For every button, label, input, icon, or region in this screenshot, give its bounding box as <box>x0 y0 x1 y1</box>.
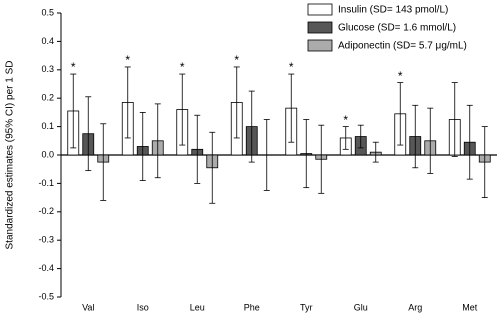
error-bar <box>303 119 310 189</box>
legend-swatch <box>307 3 333 16</box>
error-bar <box>372 141 379 163</box>
x-tick-label: Iso <box>137 302 149 312</box>
y-tick-label: -0.5 <box>38 291 54 301</box>
y-tick-label: 0.5 <box>41 7 54 17</box>
y-tick-label: -0.2 <box>38 206 54 216</box>
significance-mark: * <box>234 53 239 67</box>
error-bar <box>100 123 107 201</box>
error-bar <box>288 73 295 143</box>
y-tick-label: 0.1 <box>41 121 54 131</box>
error-bar <box>85 96 92 172</box>
error-bar <box>209 131 216 204</box>
x-tick-label: Leu <box>190 302 205 312</box>
y-tick-label: 0.4 <box>41 36 54 46</box>
y-tick-label: 0.3 <box>41 64 54 74</box>
x-tick-label: Arg <box>408 302 422 312</box>
y-axis-label: Standardized estimates (95% CI) per 1 SD <box>5 61 16 250</box>
legend-label: Adiponectin (SD= 5.7 μg/mL) <box>338 41 467 52</box>
x-tick-label: Met <box>462 302 478 312</box>
y-tick-label: -0.1 <box>38 178 54 188</box>
x-tick-label: Phe <box>244 302 260 312</box>
error-bar <box>124 66 131 139</box>
error-bar <box>70 73 77 149</box>
x-tick-label: Tyr <box>300 302 313 312</box>
legend-swatch <box>307 21 333 34</box>
y-tick-label: 0.0 <box>41 149 54 159</box>
significance-mark: * <box>180 60 185 74</box>
y-tick-label: -0.3 <box>38 235 54 245</box>
y-tick-label: 0.2 <box>41 93 54 103</box>
error-bar <box>318 124 325 194</box>
significance-mark: * <box>71 60 76 74</box>
error-bar <box>248 90 255 163</box>
error-bar <box>397 82 404 146</box>
error-bar <box>154 103 161 179</box>
significance-mark: * <box>289 60 294 74</box>
significance-mark: * <box>398 69 403 83</box>
error-bar <box>451 82 458 157</box>
error-bar <box>427 107 434 174</box>
x-tick-label: Glu <box>354 302 368 312</box>
error-bar <box>194 114 201 184</box>
legend-label: Glucose (SD= 1.6 mmol/L) <box>338 23 456 34</box>
error-bar <box>412 104 419 169</box>
significance-mark: * <box>343 113 348 127</box>
y-tick-label: -0.4 <box>38 263 54 273</box>
error-bar <box>357 124 364 149</box>
error-bar <box>342 126 349 150</box>
error-bar <box>466 104 473 180</box>
legend-swatch <box>307 39 333 52</box>
error-bar <box>179 73 186 146</box>
error-bar <box>263 119 270 191</box>
x-tick-label: Val <box>82 302 94 312</box>
error-bar <box>139 112 146 181</box>
significance-mark: * <box>125 53 130 67</box>
error-bar <box>233 66 240 139</box>
error-bar <box>481 126 488 199</box>
legend-label: Insulin (SD= 143 pmol/L) <box>338 5 448 16</box>
